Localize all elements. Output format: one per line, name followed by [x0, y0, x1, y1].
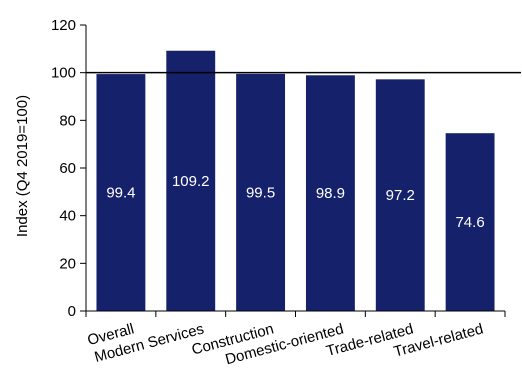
- y-axis-title: Index (Q4 2019=100): [14, 95, 31, 237]
- data-label: 97.2: [386, 187, 415, 204]
- bar: [305, 75, 355, 311]
- bar: [96, 74, 146, 311]
- data-labels: 99.4 109.2 99.5 98.9 97.2 74.6: [106, 173, 484, 231]
- data-label: 74.6: [455, 214, 484, 231]
- y-tick-label: 80: [59, 112, 76, 129]
- data-label: 109.2: [172, 173, 210, 190]
- data-label: 99.5: [246, 184, 275, 201]
- bar: [166, 50, 216, 312]
- data-label: 99.4: [106, 185, 135, 202]
- y-tick-label: 0: [68, 303, 76, 320]
- bar: [445, 133, 495, 311]
- y-tick-label: 60: [59, 160, 76, 177]
- bars: [96, 50, 495, 312]
- y-tick-label: 100: [51, 65, 76, 82]
- bar: [375, 79, 425, 311]
- x-axis: [85, 310, 506, 317]
- y-tick-label: 40: [59, 208, 76, 225]
- y-tick-label: 120: [51, 17, 76, 34]
- data-label: 98.9: [316, 185, 345, 202]
- bar: [236, 73, 286, 311]
- y-tick-label: 20: [59, 255, 76, 272]
- y-axis: 0 20 40 60 80 100 120: [51, 17, 87, 320]
